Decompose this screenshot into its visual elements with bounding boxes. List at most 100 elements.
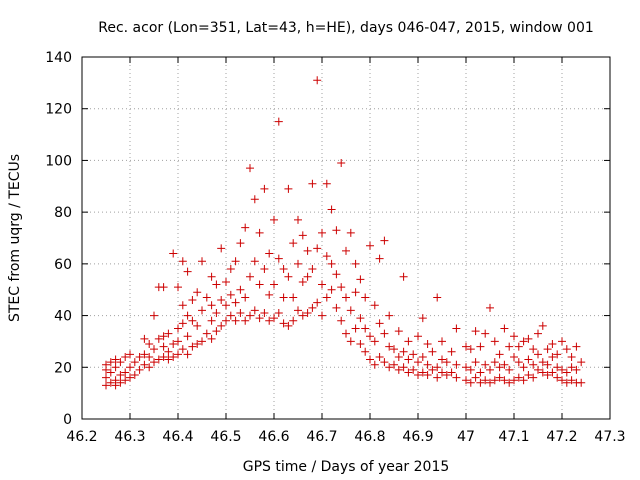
data-point <box>198 306 206 315</box>
grid-lines <box>81 56 611 420</box>
data-point <box>327 259 336 268</box>
data-point <box>318 311 326 320</box>
data-point <box>236 239 245 248</box>
data-point <box>346 228 355 237</box>
data-point <box>236 285 245 294</box>
data-point <box>178 301 187 310</box>
data-point <box>524 334 533 343</box>
data-point <box>174 283 182 292</box>
data-point <box>116 358 125 367</box>
data-point <box>298 277 307 286</box>
data-point <box>212 327 221 336</box>
data-point <box>514 358 523 367</box>
data-point <box>394 352 403 361</box>
data-point <box>222 277 230 286</box>
data-point <box>370 360 379 369</box>
x-tick-label: 47.3 <box>594 429 625 445</box>
data-point <box>476 368 485 377</box>
data-point <box>529 373 538 382</box>
data-point <box>265 290 274 299</box>
data-point <box>409 365 418 374</box>
data-point <box>231 316 240 325</box>
data-point <box>351 324 360 333</box>
data-point <box>510 332 518 341</box>
data-point <box>308 265 317 274</box>
data-point <box>308 303 317 312</box>
data-point <box>476 378 485 387</box>
data-point <box>529 345 538 354</box>
data-point <box>567 352 576 361</box>
data-point <box>346 306 355 315</box>
data-point <box>337 159 346 168</box>
data-point <box>553 363 562 372</box>
data-point <box>150 345 158 354</box>
data-point <box>135 365 144 374</box>
data-point <box>270 215 278 224</box>
data-point <box>342 293 350 302</box>
data-point <box>308 179 317 188</box>
data-point <box>361 293 370 302</box>
data-point <box>116 371 125 380</box>
y-tick-label: 0 <box>63 412 72 428</box>
data-point <box>289 293 298 302</box>
data-point <box>481 360 490 369</box>
data-point <box>294 215 302 224</box>
data-point <box>193 288 202 297</box>
data-point <box>284 184 293 193</box>
data-point <box>567 363 576 372</box>
data-point <box>313 298 322 307</box>
data-point <box>265 316 274 325</box>
data-point <box>255 280 264 289</box>
data-point <box>505 342 514 351</box>
data-point <box>538 321 547 330</box>
data-point <box>486 365 494 374</box>
data-point <box>289 239 298 248</box>
data-point <box>265 249 274 258</box>
data-point <box>346 337 355 346</box>
data-point <box>543 371 552 380</box>
x-tick-label: 46.8 <box>354 429 385 445</box>
data-point <box>327 285 336 294</box>
data-point <box>399 363 408 372</box>
data-point <box>294 306 302 315</box>
data-point <box>342 329 350 338</box>
data-point <box>322 252 331 261</box>
data-point <box>250 195 259 204</box>
data-point <box>486 303 494 312</box>
data-point <box>414 332 422 341</box>
data-point <box>284 272 293 281</box>
data-point <box>150 358 158 367</box>
data-point <box>471 373 480 382</box>
data-point <box>318 280 326 289</box>
data-point <box>490 358 499 367</box>
y-tick-labels: 0 20 40 60 80 100 120 140 <box>45 50 72 428</box>
plot-frame <box>81 56 611 420</box>
x-tick-label: 46.7 <box>306 429 337 445</box>
data-point <box>428 365 437 374</box>
data-point <box>538 358 547 367</box>
data-point <box>519 337 528 346</box>
data-point <box>169 249 178 258</box>
data-point <box>121 368 130 377</box>
y-tick-label: 120 <box>45 102 72 118</box>
data-point <box>577 358 586 367</box>
data-point <box>577 378 586 387</box>
data-point <box>279 319 288 328</box>
data-point <box>207 301 216 310</box>
data-point <box>154 334 163 343</box>
data-point <box>274 254 283 263</box>
data-point <box>294 259 302 268</box>
data-point <box>404 337 413 346</box>
data-point <box>198 337 206 346</box>
data-point <box>529 360 538 369</box>
data-point <box>217 244 226 253</box>
data-point <box>490 337 499 346</box>
data-point <box>126 350 134 359</box>
data-point <box>466 378 475 387</box>
data-point <box>246 272 254 281</box>
data-point <box>217 296 226 305</box>
x-tick-label: 46.5 <box>210 429 241 445</box>
data-point <box>279 293 288 302</box>
data-point <box>202 329 211 338</box>
